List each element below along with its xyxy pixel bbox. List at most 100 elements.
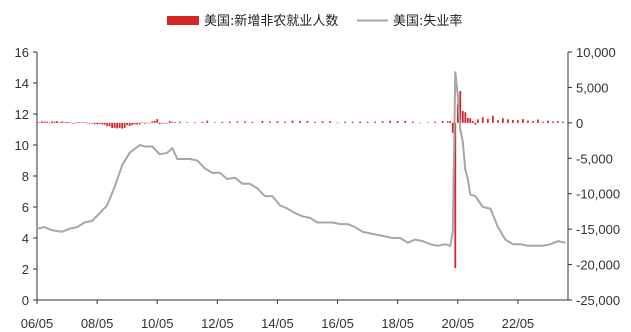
payrolls-bar <box>251 121 254 123</box>
y-right-tick-label: 10,000 <box>576 45 616 60</box>
payrolls-bar <box>63 122 66 123</box>
payrolls-bar <box>284 121 286 123</box>
payrolls-bar <box>517 120 519 123</box>
payrolls-bar <box>36 122 38 123</box>
payrolls-bar <box>451 122 454 133</box>
payrolls-bar <box>552 121 554 123</box>
payrolls-bar <box>128 122 131 127</box>
payrolls-bar <box>486 118 489 123</box>
payrolls-bar <box>138 122 141 125</box>
payrolls-bar <box>103 122 106 125</box>
payrolls-bar <box>236 121 239 123</box>
payrolls-bar <box>562 121 564 123</box>
payrolls-bar <box>481 117 484 123</box>
payrolls-bar <box>166 122 169 124</box>
x-tick-label: 20/05 <box>442 316 475 331</box>
payrolls-bar <box>466 117 469 123</box>
payrolls-bar <box>173 122 176 123</box>
payrolls-bar <box>91 122 94 124</box>
payrolls-bar <box>81 122 83 124</box>
payrolls-bar <box>366 121 369 123</box>
x-ticks: 06/05 08/05 10/05 12/05 14/05 16/05 18/05 20/05… <box>21 300 534 331</box>
payrolls-bar <box>78 122 81 123</box>
payrolls-bar <box>116 122 119 129</box>
y-right-ticks: -25,000 -20,000 -15,000 -10,000 -5,000 0 5,000… <box>568 45 620 308</box>
payrolls-bar <box>118 122 121 128</box>
payrolls-bar <box>459 90 462 123</box>
y-left-tick-label: 4 <box>22 231 29 246</box>
payrolls-bar <box>359 121 362 123</box>
payrolls-bar <box>506 119 509 123</box>
x-tick-label: 22/05 <box>502 316 535 331</box>
payrolls-bar <box>532 121 534 123</box>
payrolls-bar <box>276 121 279 123</box>
payrolls-bar <box>547 120 549 123</box>
payrolls-bar <box>206 120 209 123</box>
y-right-tick-label: -10,000 <box>576 187 620 202</box>
payrolls-bar <box>106 122 109 127</box>
payrolls-bar <box>131 122 134 126</box>
payrolls-bar <box>46 121 48 123</box>
payrolls-bar <box>111 122 114 129</box>
payrolls-bar <box>51 121 53 123</box>
y-right-tick-label: 0 <box>576 116 583 131</box>
payrolls-bar <box>171 122 174 123</box>
x-tick-label: 06/05 <box>21 316 54 331</box>
y-right-tick-label: -5,000 <box>576 151 613 166</box>
x-tick-label: 18/05 <box>381 316 414 331</box>
payrolls-bar <box>126 122 129 126</box>
payrolls-bar <box>38 122 41 123</box>
payrolls-bar <box>66 121 68 123</box>
y-right-tick-label: -25,000 <box>576 293 620 308</box>
payrolls-bar <box>511 120 514 123</box>
y-left-tick-label: 14 <box>15 76 29 91</box>
payrolls-bar <box>83 122 86 123</box>
payrolls-bar <box>261 120 264 123</box>
payrolls-bar <box>314 121 316 123</box>
payrolls-bar <box>71 122 73 124</box>
y-left-tick-label: 0 <box>22 293 29 308</box>
payrolls-bar <box>93 122 96 125</box>
payrolls-bar <box>496 120 499 123</box>
payrolls-bar <box>43 121 46 123</box>
payrolls-bar <box>446 121 449 123</box>
payrolls-bar-series <box>36 90 564 269</box>
payrolls-bar <box>471 121 474 123</box>
payrolls-bar <box>321 121 324 123</box>
payrolls-bar <box>193 122 196 123</box>
x-tick-label: 12/05 <box>201 316 234 331</box>
payrolls-bar <box>133 122 136 125</box>
payrolls-bar <box>411 121 414 123</box>
payrolls-bar <box>156 119 159 123</box>
payrolls-bar <box>557 121 559 123</box>
y-left-tick-label: 6 <box>22 200 29 215</box>
payrolls-bar <box>178 121 181 123</box>
payrolls-bar <box>501 118 504 123</box>
payrolls-bar <box>404 120 407 123</box>
payrolls-bar <box>153 120 156 123</box>
payrolls-bar <box>148 122 151 124</box>
payrolls-bar <box>374 121 377 123</box>
payrolls-bar <box>456 103 459 123</box>
payrolls-bar <box>86 122 88 124</box>
payrolls-bar <box>136 122 139 125</box>
payrolls-bar <box>113 122 116 128</box>
legend-label-payrolls: 美国:新增非农就业人数 <box>204 13 338 29</box>
x-tick-label: 08/05 <box>81 316 114 331</box>
payrolls-bar <box>143 122 146 124</box>
payrolls-bar <box>228 121 231 123</box>
payrolls-bar <box>269 121 271 123</box>
payrolls-bar <box>434 121 437 123</box>
y-left-tick-label: 12 <box>15 107 29 122</box>
payrolls-bar <box>98 122 101 125</box>
payrolls-bar <box>336 122 339 124</box>
payrolls-bar <box>344 121 346 123</box>
y-left-tick-label: 10 <box>15 138 29 153</box>
payrolls-bar <box>461 110 464 123</box>
payrolls-bar <box>58 122 61 123</box>
payrolls-bar <box>476 119 479 123</box>
payrolls-bar <box>221 121 224 123</box>
y-right-tick-label: -15,000 <box>576 222 620 237</box>
payrolls-bar <box>53 121 56 123</box>
